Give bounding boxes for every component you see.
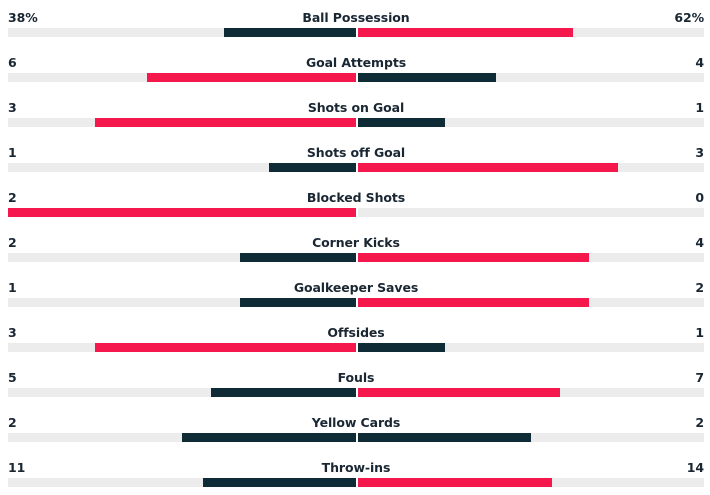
stat-header: 5 Fouls 7	[8, 369, 704, 385]
stat-label: Ball Possession	[302, 9, 410, 25]
home-bar-track	[8, 163, 356, 172]
home-bar-fill	[8, 208, 356, 217]
stat-label: Throw-ins	[321, 459, 391, 475]
home-value: 38%	[8, 9, 38, 25]
home-bar-track	[8, 118, 356, 127]
away-bar-track	[358, 163, 704, 172]
home-value: 11	[8, 459, 26, 475]
home-bar-track	[8, 208, 356, 217]
stat-label: Fouls	[337, 369, 375, 385]
home-bar-fill	[269, 163, 356, 172]
home-bar-track	[8, 73, 356, 82]
stat-label: Goalkeeper Saves	[293, 279, 419, 295]
away-bar-track	[358, 388, 704, 397]
away-value: 2	[695, 414, 704, 430]
away-bar-fill	[358, 343, 445, 352]
home-bar-track	[8, 433, 356, 442]
home-bar-fill	[95, 118, 356, 127]
home-bar-track	[8, 253, 356, 262]
home-bar-fill	[223, 28, 356, 37]
stat-row-shots-off-goal: 1 Shots off Goal 3	[0, 135, 710, 180]
home-value: 1	[8, 279, 17, 295]
home-bar-fill	[95, 343, 356, 352]
home-value: 2	[8, 189, 17, 205]
away-bar-track	[358, 433, 704, 442]
stat-header: 2 Corner Kicks 4	[8, 234, 704, 250]
home-bar-track	[8, 298, 356, 307]
away-bar-track	[358, 208, 704, 217]
home-bar-fill	[147, 73, 356, 82]
stat-label: Shots off Goal	[306, 144, 406, 160]
away-bar-fill	[358, 28, 573, 37]
stat-header: 11 Throw-ins 14	[8, 459, 704, 475]
home-value: 3	[8, 99, 17, 115]
home-bar-fill	[240, 298, 356, 307]
away-bar-track	[358, 253, 704, 262]
away-bar-fill	[358, 433, 531, 442]
stat-row-offsides: 3 Offsides 1	[0, 315, 710, 360]
away-bar-track	[358, 73, 704, 82]
home-value: 5	[8, 369, 17, 385]
stat-row-goalkeeper-saves: 1 Goalkeeper Saves 2	[0, 270, 710, 315]
stat-header: 1 Shots off Goal 3	[8, 144, 704, 160]
stat-header: 3 Shots on Goal 1	[8, 99, 704, 115]
stat-row-blocked-shots: 2 Blocked Shots 0	[0, 180, 710, 225]
away-bar-fill	[358, 478, 552, 487]
away-value: 7	[695, 369, 704, 385]
home-bar-track	[8, 388, 356, 397]
away-value: 4	[695, 54, 704, 70]
stat-row-throw-ins: 11 Throw-ins 14	[0, 450, 710, 495]
home-bar-track	[8, 478, 356, 487]
stat-row-fouls: 5 Fouls 7	[0, 360, 710, 405]
stat-row-ball-possession: 38% Ball Possession 62%	[0, 0, 710, 45]
home-value: 2	[8, 414, 17, 430]
away-value: 4	[695, 234, 704, 250]
away-value: 1	[695, 324, 704, 340]
away-bar-track	[358, 28, 704, 37]
stat-label: Blocked Shots	[306, 189, 406, 205]
stat-header: 6 Goal Attempts 4	[8, 54, 704, 70]
stat-row-corner-kicks: 2 Corner Kicks 4	[0, 225, 710, 270]
stat-label: Offsides	[327, 324, 385, 340]
away-bar-fill	[358, 73, 497, 82]
home-bar-fill	[210, 388, 356, 397]
away-bar-fill	[358, 118, 445, 127]
away-value: 14	[686, 459, 704, 475]
stat-row-goal-attempts: 6 Goal Attempts 4	[0, 45, 710, 90]
home-bar-fill	[240, 253, 356, 262]
home-bar-fill	[202, 478, 356, 487]
home-value: 1	[8, 144, 17, 160]
away-bar-track	[358, 118, 704, 127]
away-value: 3	[695, 144, 704, 160]
away-bar-track	[358, 343, 704, 352]
stat-header: 38% Ball Possession 62%	[8, 9, 704, 25]
stat-header: 1 Goalkeeper Saves 2	[8, 279, 704, 295]
stat-row-yellow-cards: 2 Yellow Cards 2	[0, 405, 710, 450]
home-bar-track	[8, 28, 356, 37]
away-bar-fill	[358, 388, 560, 397]
stat-row-shots-on-goal: 3 Shots on Goal 1	[0, 90, 710, 135]
away-value: 62%	[674, 9, 704, 25]
stat-header: 2 Yellow Cards 2	[8, 414, 704, 430]
stat-label: Yellow Cards	[311, 414, 401, 430]
home-value: 3	[8, 324, 17, 340]
stat-header: 2 Blocked Shots 0	[8, 189, 704, 205]
home-value: 6	[8, 54, 17, 70]
away-bar-fill	[358, 163, 618, 172]
away-bar-fill	[358, 298, 589, 307]
home-bar-fill	[182, 433, 356, 442]
home-value: 2	[8, 234, 17, 250]
away-value: 1	[695, 99, 704, 115]
away-bar-fill	[358, 253, 589, 262]
away-value: 0	[695, 189, 704, 205]
stat-label: Goal Attempts	[305, 54, 407, 70]
home-bar-track	[8, 343, 356, 352]
away-value: 2	[695, 279, 704, 295]
away-bar-track	[358, 298, 704, 307]
stat-label: Corner Kicks	[312, 234, 400, 250]
stat-label: Shots on Goal	[307, 99, 405, 115]
stat-header: 3 Offsides 1	[8, 324, 704, 340]
away-bar-track	[358, 478, 704, 487]
